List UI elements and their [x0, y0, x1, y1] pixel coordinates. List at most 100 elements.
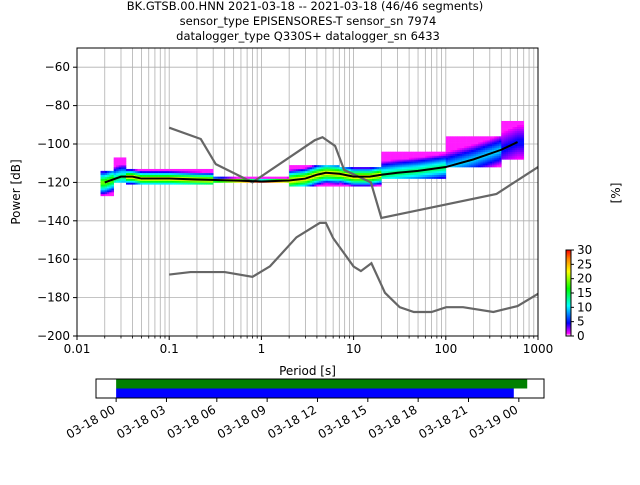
density-cell	[318, 178, 322, 181]
density-cell	[441, 168, 444, 172]
density-cell	[350, 178, 354, 181]
density-cell	[404, 167, 407, 170]
density-cell	[100, 178, 104, 181]
density-cell	[406, 161, 410, 164]
density-cell	[334, 174, 338, 177]
density-cell	[176, 174, 180, 177]
density-cell	[420, 161, 424, 164]
density-cell	[128, 172, 131, 176]
density-cell	[190, 168, 193, 172]
density-cell	[298, 180, 301, 183]
density-cell	[139, 168, 143, 172]
density-cell	[455, 147, 458, 151]
density-cell	[485, 149, 488, 152]
density-cell	[459, 140, 463, 143]
density-cell	[343, 184, 347, 187]
density-cell	[169, 178, 173, 181]
density-cell	[358, 168, 361, 172]
density-cell	[372, 184, 375, 187]
density-cell	[473, 163, 477, 166]
density-cell	[194, 172, 198, 176]
density-cell	[438, 157, 442, 160]
density-cell	[443, 153, 447, 156]
density-cell	[321, 182, 324, 185]
density-cell	[273, 178, 276, 181]
density-cell	[346, 178, 349, 181]
density-cell	[224, 176, 228, 179]
density-cell	[496, 145, 500, 149]
density-cell	[199, 172, 203, 176]
density-cell	[521, 132, 525, 135]
density-cell	[402, 168, 405, 172]
density-cell	[388, 174, 391, 177]
density-cell	[480, 138, 484, 141]
density-cell	[503, 155, 507, 158]
density-cell	[148, 170, 152, 174]
density-cell	[293, 167, 297, 170]
density-cell	[485, 155, 488, 158]
density-cell	[365, 168, 368, 172]
density-cell	[413, 159, 417, 162]
density-cell	[482, 147, 486, 151]
density-cell	[475, 144, 479, 147]
density-cell	[100, 170, 104, 174]
density-cell	[425, 159, 428, 162]
density-cell	[318, 168, 322, 172]
density-cell	[381, 161, 384, 164]
density-cell	[452, 165, 456, 168]
density-cell	[337, 165, 340, 168]
density-cell	[365, 167, 368, 170]
density-cell	[323, 184, 326, 187]
density-cell	[367, 184, 370, 187]
density-cell	[334, 180, 338, 183]
density-cell	[343, 180, 347, 183]
density-cell	[420, 157, 424, 160]
density-cell	[452, 140, 456, 143]
density-cell	[100, 193, 104, 197]
density-cell	[295, 176, 299, 179]
density-cell	[498, 165, 502, 168]
density-cell	[201, 176, 205, 179]
density-cell	[408, 168, 412, 172]
density-cell	[441, 153, 444, 156]
density-cell	[399, 168, 403, 172]
density-cell	[318, 167, 322, 170]
density-cell	[206, 182, 209, 185]
density-cell	[471, 140, 474, 143]
density-cell	[178, 180, 182, 183]
density-cell	[452, 161, 456, 164]
density-cell	[510, 132, 513, 135]
density-cell	[185, 172, 189, 176]
density-cell	[402, 157, 405, 160]
density-cell	[492, 144, 495, 147]
density-cell	[512, 147, 516, 151]
colorbar-label: [%]	[609, 183, 623, 204]
density-cell	[519, 142, 522, 145]
density-cell	[473, 136, 477, 139]
density-cell	[316, 180, 320, 183]
density-cell	[457, 161, 460, 164]
density-cell	[434, 174, 437, 177]
density-cell	[118, 167, 122, 170]
density-cell	[395, 163, 398, 166]
density-cell	[155, 174, 159, 177]
density-cell	[485, 147, 488, 151]
density-cell	[135, 180, 138, 183]
density-cell	[339, 176, 342, 179]
density-cell	[376, 167, 380, 170]
density-cell	[367, 168, 370, 172]
density-cell	[213, 176, 216, 179]
density-cell	[418, 163, 421, 166]
density-cell	[107, 192, 110, 195]
density-cell	[468, 142, 472, 145]
x-tick-label: 0.01	[64, 342, 91, 356]
density-cell	[323, 182, 326, 185]
density-cell	[516, 155, 520, 158]
density-cell	[266, 178, 269, 181]
density-cell	[178, 176, 182, 179]
density-cell	[123, 178, 127, 181]
density-cell	[311, 168, 315, 172]
density-cell	[100, 190, 104, 193]
density-cell	[128, 182, 131, 185]
density-cell	[406, 151, 410, 154]
